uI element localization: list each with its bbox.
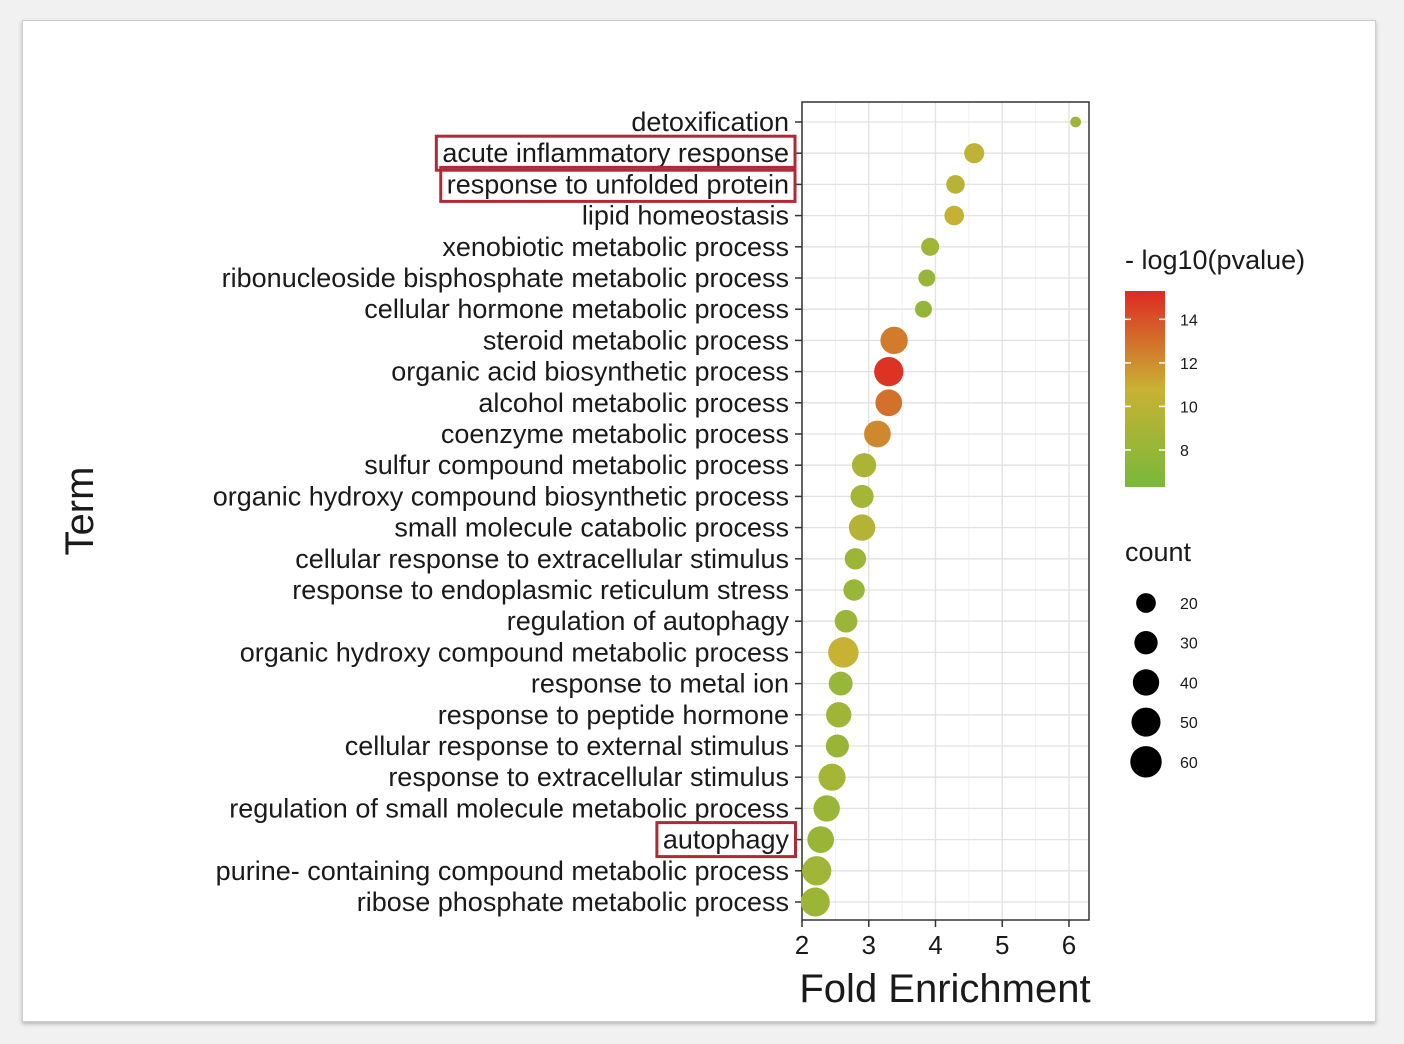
term-label: purine- containing compound metabolic pr… [216,856,789,886]
data-point [1070,116,1082,128]
y-axis-title: Term [58,467,102,556]
size-legend-dot [1130,746,1162,778]
term-label: organic hydroxy compound metabolic proce… [240,637,789,667]
size-legend-dot [1134,631,1158,655]
size-legend-label: 30 [1180,636,1198,653]
term-label: organic acid biosynthetic process [391,357,789,387]
term-label: ribonucleoside bisphosphate metabolic pr… [222,263,789,293]
size-legend-dot [1131,707,1161,737]
x-axis: 2 3 4 5 6 [795,920,1076,960]
size-legend: count 20 30 40 50 60 [1125,537,1198,778]
x-tick-label: 2 [795,930,809,960]
size-legend-label: 40 [1180,675,1198,692]
x-tick-label: 3 [862,930,876,960]
x-tick-label: 5 [995,930,1009,960]
size-legend-dot [1132,669,1160,696]
color-legend-title: - log10(pvalue) [1125,245,1305,275]
data-point [848,514,876,541]
term-label: ribose phosphate metabolic process [357,887,789,917]
highlight-box [434,134,797,172]
color-bar [1125,291,1165,487]
term-label: xenobiotic metabolic process [442,232,789,262]
term-label: regulation of autophagy [507,606,790,636]
data-point [964,143,985,164]
data-point [851,453,877,478]
data-point [844,548,867,570]
data-point [864,420,891,448]
data-points [800,116,1082,917]
term-label: response to metal ion [531,669,789,699]
data-point [800,887,830,917]
x-tick-label: 4 [928,930,942,960]
data-point [802,856,832,886]
data-point [843,579,865,601]
term-label: lipid homeostasis [582,201,789,231]
data-point [880,326,908,355]
term-label: regulation of small molecule metabolic p… [229,793,789,823]
term-label: detoxification [631,107,789,137]
data-point [828,637,859,668]
data-point [874,356,904,387]
term-label: response to extracellular stimulus [388,762,789,792]
data-point [850,484,874,508]
size-legend-dot [1136,593,1156,613]
data-point [944,205,964,226]
x-tick-label: 6 [1062,930,1076,960]
plot-panel [801,101,1090,921]
data-point [818,763,846,791]
term-label: response to peptide hormone [438,700,789,730]
data-point [915,300,932,318]
size-legend-title: count [1125,537,1192,567]
figure-frame: detoxification acute inflammatory respons… [22,20,1376,1022]
size-legend-label: 60 [1180,755,1198,772]
data-point [813,795,840,822]
data-point [918,269,936,287]
highlight-box [439,165,797,203]
data-point [946,175,965,194]
grid-lines [801,102,1089,920]
term-label: acute inflammatory response [442,138,789,168]
size-legend-label: 50 [1180,715,1198,732]
color-tick-label: 14 [1180,312,1198,329]
data-point [825,734,849,758]
data-point [828,671,853,696]
term-label: coenzyme metabolic process [441,419,789,449]
term-label: organic hydroxy compound biosynthetic pr… [213,481,789,511]
term-label: cellular response to extracellular stimu… [295,544,789,574]
highlight-box [655,821,797,859]
data-point [921,237,940,256]
data-point [826,702,852,728]
term-label: sulfur compound metabolic process [364,450,789,480]
term-label: response to unfolded protein [447,169,789,199]
color-tick-label: 8 [1180,443,1189,460]
term-label: autophagy [663,825,790,855]
data-point [807,826,835,853]
x-axis-title: Fold Enrichment [799,967,1090,1011]
color-tick-label: 12 [1180,356,1198,373]
data-point [875,389,903,417]
data-point [834,609,858,633]
size-legend-label: 20 [1180,596,1198,613]
term-label: steroid metabolic process [483,325,789,355]
term-label: small molecule catabolic process [394,513,789,543]
term-label: response to endoplasmic reticulum stress [292,575,789,605]
color-legend: - log10(pvalue) 14 12 10 8 [1125,245,1305,487]
color-tick-label: 10 [1180,399,1198,416]
highlight-boxes [434,134,797,859]
term-label: alcohol metabolic process [478,388,789,418]
term-label: cellular hormone metabolic process [364,294,789,324]
term-label: cellular response to external stimulus [345,731,789,761]
